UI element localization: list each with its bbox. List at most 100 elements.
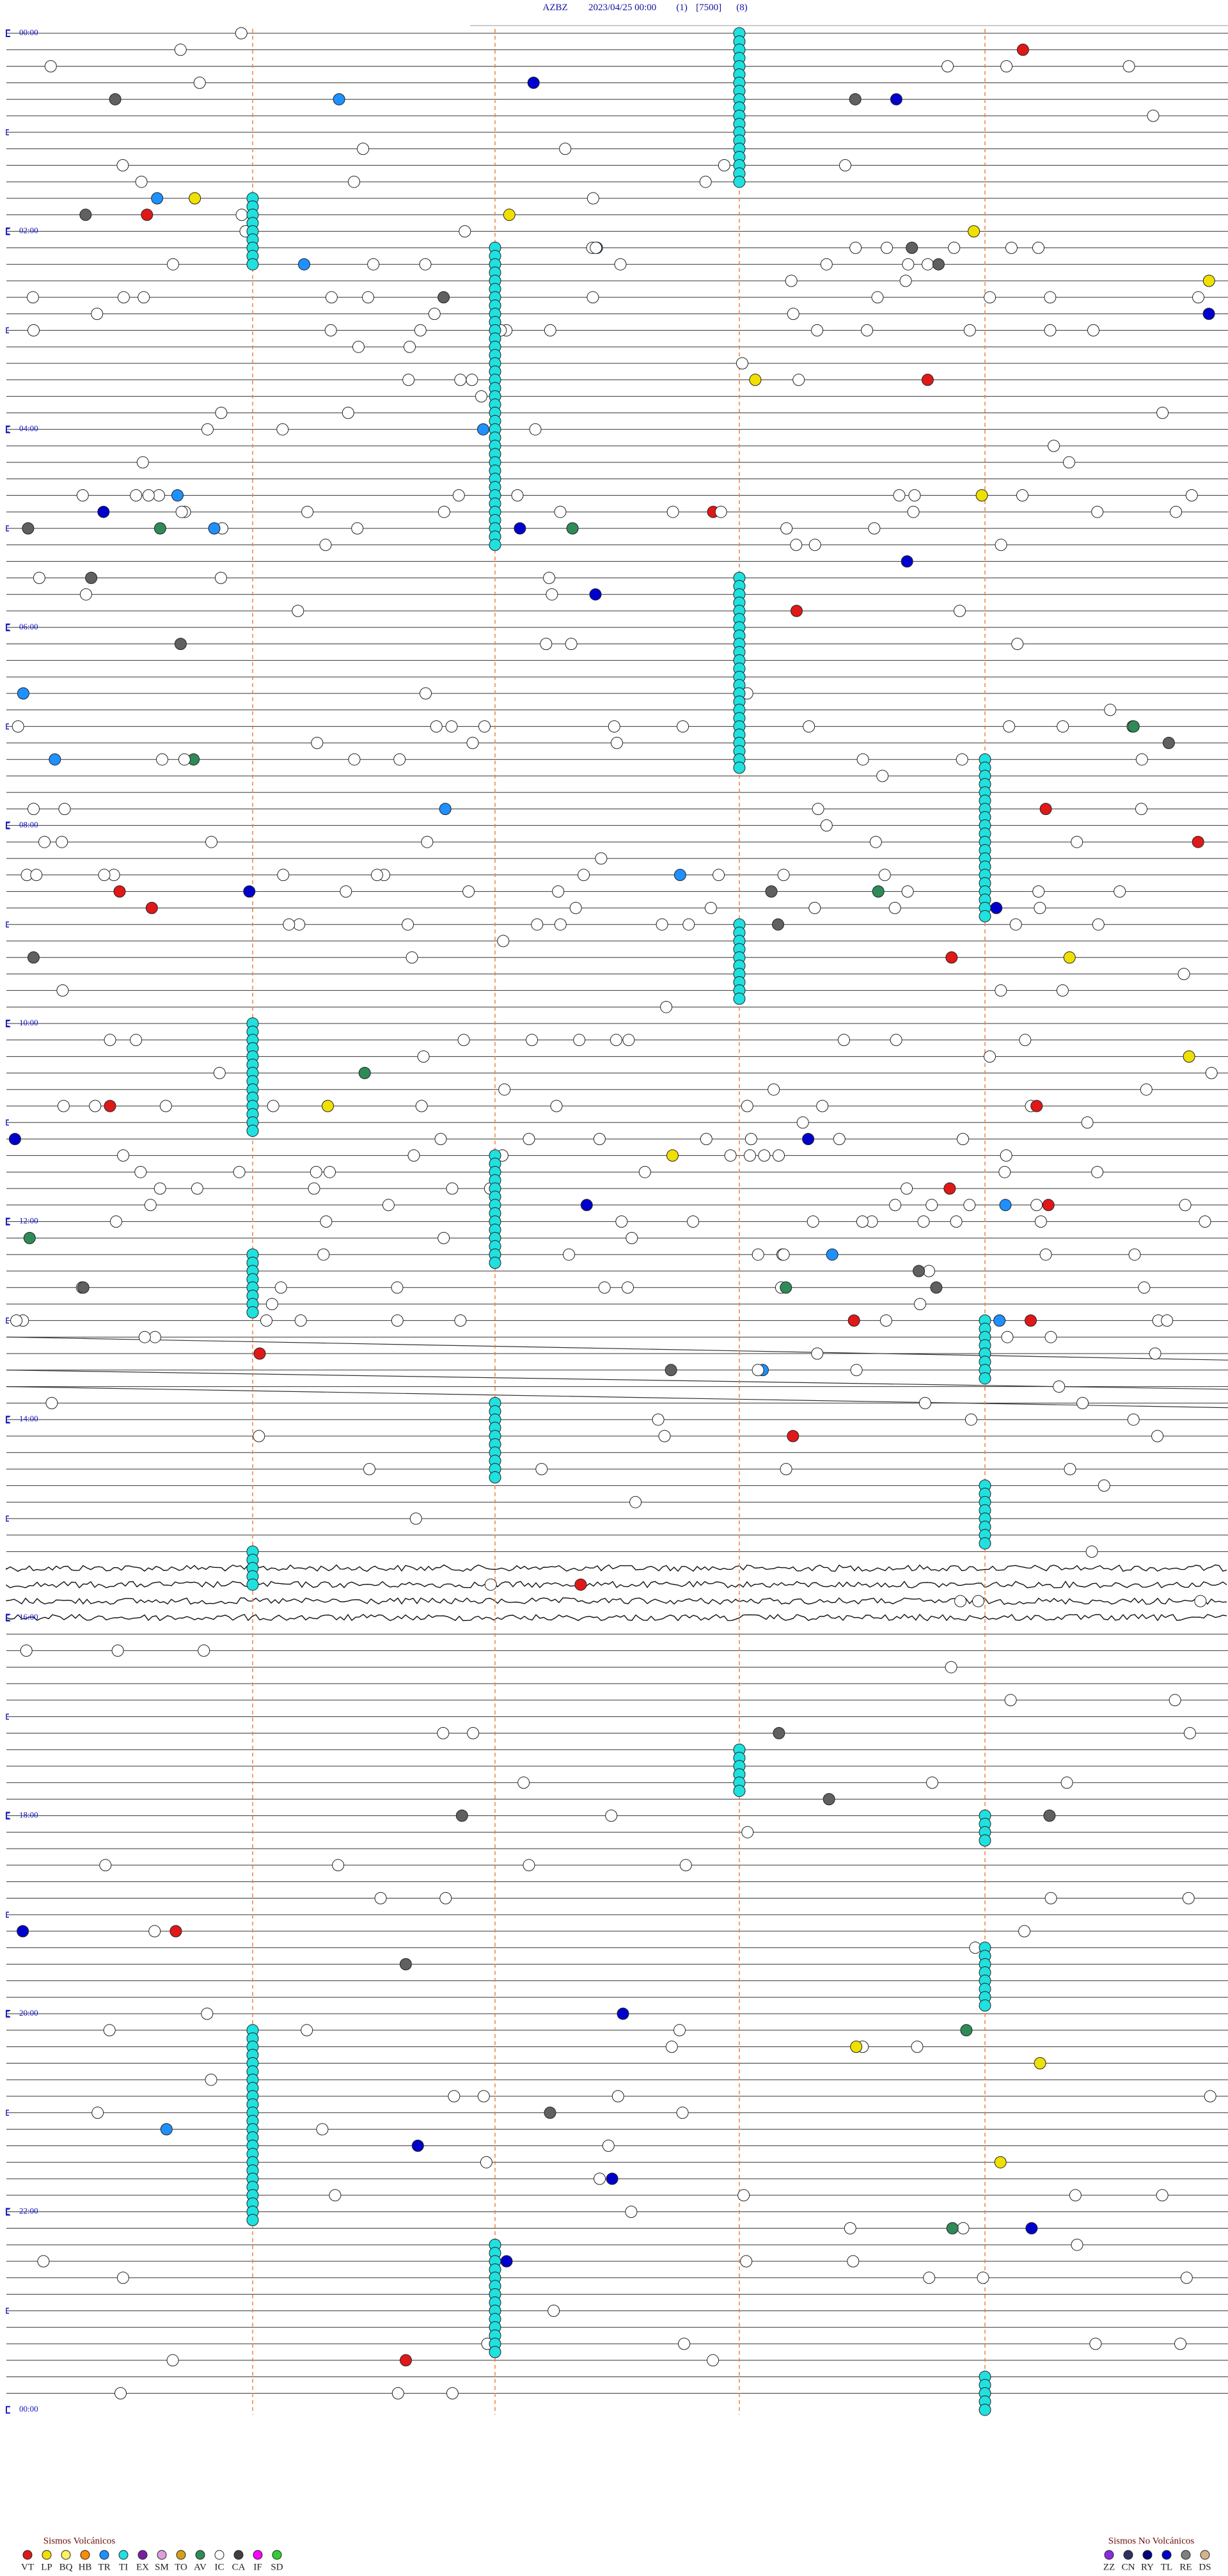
event-marker: [178, 753, 191, 766]
event-marker: [420, 687, 432, 700]
legend-label: EX: [136, 2562, 149, 2572]
event-marker: [45, 1396, 58, 1409]
event-marker: [1156, 2189, 1169, 2202]
event-marker: [979, 2403, 991, 2416]
event-marker: [1128, 1248, 1141, 1261]
event-marker: [503, 209, 516, 221]
event-marker: [437, 1231, 450, 1244]
event-marker: [402, 918, 414, 931]
event-marker: [1149, 1347, 1161, 1360]
event-marker: [1182, 1892, 1195, 1904]
event-marker: [1180, 2272, 1193, 2284]
event-marker: [293, 918, 306, 931]
event-marker: [744, 1149, 756, 1162]
hour-mark: [6, 1317, 9, 1324]
event-marker: [103, 2024, 116, 2037]
event-marker: [26, 291, 39, 304]
event-marker: [1135, 803, 1147, 816]
event-marker: [498, 1083, 511, 1096]
event-marker: [1147, 109, 1160, 122]
event-marker: [316, 2123, 329, 2136]
event-marker: [174, 43, 187, 56]
event-marker: [611, 2090, 624, 2103]
event-marker: [948, 241, 961, 254]
event-marker: [611, 736, 623, 749]
legend-swatch: [138, 2550, 148, 2560]
event-marker: [999, 1199, 1012, 1212]
legend-title: Sismos No Volcánicos: [1108, 2536, 1195, 2546]
event-marker: [1005, 241, 1018, 254]
event-marker: [736, 357, 748, 370]
event-marker: [1030, 1199, 1043, 1212]
event-marker: [1199, 1215, 1211, 1228]
time-labels: 00:00 02:00 04:00 06:00 08:00 10:00 12:00 14:00…: [6, 28, 38, 2414]
event-marker: [1001, 1331, 1014, 1343]
event-marker: [780, 522, 793, 535]
time-bracket: [6, 2208, 10, 2216]
event-marker: [205, 2073, 217, 2086]
event-marker: [550, 1100, 563, 1112]
event-marker: [566, 522, 579, 535]
event-marker: [20, 1644, 33, 1657]
event-marker: [434, 1133, 447, 1146]
event-marker: [656, 918, 668, 931]
event-marker: [767, 1083, 780, 1096]
event-marker: [1048, 439, 1060, 452]
event-marker: [213, 1066, 226, 1079]
event-marker: [411, 2139, 424, 2152]
event-marker: [153, 489, 165, 502]
legend-title: Sismos Volcánicos: [43, 2536, 116, 2546]
event-marker: [622, 1034, 635, 1047]
event-marker: [1127, 1413, 1140, 1426]
legend-swatch: [1161, 2550, 1172, 2560]
hour-mark: [6, 1713, 9, 1720]
event-marker: [1009, 918, 1022, 931]
event-marker: [437, 291, 450, 304]
event-marker: [382, 1199, 395, 1212]
event-marker: [138, 1331, 151, 1343]
event-marker: [1034, 2057, 1046, 2069]
datetime: 2023/04/25 00:00: [588, 3, 656, 13]
legend-label: BQ: [59, 2562, 73, 2572]
event-marker: [462, 885, 475, 898]
event-marker: [820, 258, 833, 271]
event-marker: [311, 736, 324, 749]
event-marker: [117, 291, 130, 304]
event-marker: [399, 1958, 412, 1971]
event-marker: [56, 835, 68, 848]
event-marker: [130, 489, 143, 502]
event-marker: [954, 604, 966, 617]
event-marker: [49, 753, 61, 766]
event-marker: [141, 209, 154, 221]
event-marker: [160, 2123, 173, 2136]
legend-swatch: [1142, 2550, 1153, 2560]
event-marker: [850, 2041, 863, 2053]
event-marker: [409, 1512, 422, 1525]
event-marker: [563, 1248, 576, 1261]
event-marker: [10, 1314, 23, 1327]
event-marker: [833, 1133, 846, 1146]
event-marker: [28, 803, 40, 816]
trace-drift: [6, 1370, 1228, 1390]
event-marker: [758, 1149, 771, 1162]
event-marker: [850, 1364, 863, 1377]
event-marker: [201, 2007, 214, 2020]
event-marker: [535, 1463, 548, 1476]
event-marker: [1044, 1892, 1057, 1904]
event-marker: [573, 1034, 586, 1047]
event-marker: [925, 1199, 938, 1212]
event-marker: [38, 835, 51, 848]
trace: [6, 1597, 1227, 1605]
event-marker: [1114, 885, 1126, 898]
event-marker: [298, 258, 310, 271]
event-marker: [724, 1149, 737, 1162]
event-marker: [91, 2106, 104, 2119]
event-marker: [554, 505, 567, 518]
event-marker: [844, 2222, 856, 2234]
event-marker: [246, 2214, 259, 2226]
event-marker: [744, 1133, 757, 1146]
event-marker: [608, 720, 620, 733]
event-marker: [1003, 720, 1016, 733]
event-marker: [489, 1256, 501, 1269]
event-marker: [362, 291, 374, 304]
